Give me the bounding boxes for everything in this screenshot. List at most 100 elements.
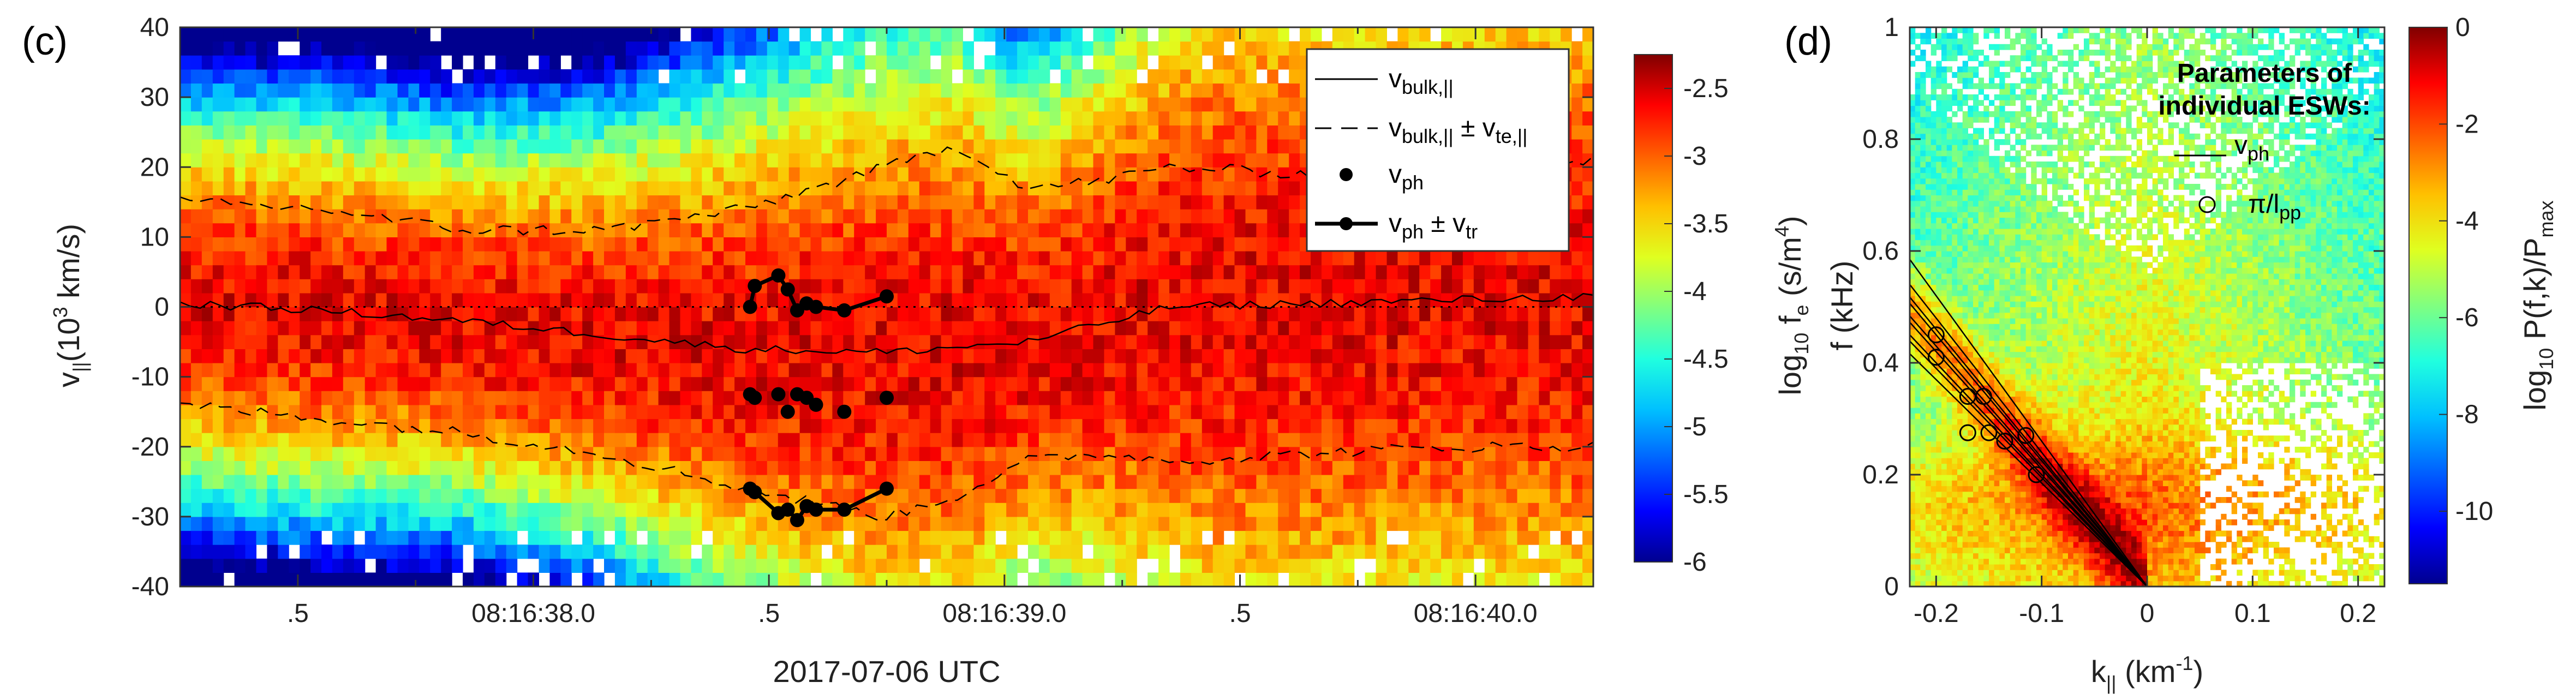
heatmap-cell [724,251,735,266]
heatmap-cell [604,545,615,559]
heatmap-cell [223,321,235,336]
heatmap-cell [397,97,409,112]
heatmap-cell [1386,572,1398,587]
heatmap-cell [354,349,366,363]
heatmap-cell [1071,279,1083,294]
heatmap-cell [952,349,963,363]
heatmap-cell [1267,530,1278,545]
heatmap-cell [332,545,344,559]
heatmap-cell [267,307,278,321]
heatmap-cell [1473,545,1485,559]
heatmap-cell [788,334,800,349]
heatmap-cell [1256,292,1268,308]
heatmap-cell [1071,572,1083,587]
heatmap-cell [397,460,409,475]
heatmap-cell [375,545,387,559]
heatmap-cell [1430,530,1442,545]
heatmap-cell [1267,446,1278,461]
heatmap-cell [223,545,235,559]
heatmap-cell [1006,460,1018,475]
heatmap-cell [897,558,909,573]
heatmap-cell [1539,418,1550,433]
heatmap-cell [1321,558,1333,573]
heatmap-cell [1137,181,1148,196]
heatmap-cell [788,153,800,167]
heatmap-cell [397,279,409,294]
heatmap-cell [364,181,376,196]
heatmap-cell [1137,27,1148,42]
heatmap-cell [364,572,376,587]
heatmap-cell [1452,460,1463,475]
heatmap-cell [876,41,887,56]
heatmap-cell [1191,460,1203,475]
heatmap-cell [408,321,420,336]
heatmap-cell [995,516,1007,531]
heatmap-cell [1147,349,1159,363]
heatmap-cell [1049,139,1061,154]
heatmap-cell [234,55,246,70]
heatmap-cell [1104,223,1115,237]
heatmap-cell [354,545,366,559]
heatmap-cell [332,279,344,294]
heatmap-cell [908,363,920,378]
heatmap-cell [1082,446,1094,461]
heatmap-cell [1028,446,1039,461]
heatmap-cell [408,307,420,321]
heatmap-cell [854,195,865,210]
heatmap-cell [788,223,800,237]
heatmap-cell [245,363,256,378]
heatmap-cell [593,516,605,531]
heatmap-cell [593,376,605,391]
heatmap-cell [484,125,496,140]
heatmap-cell [549,433,561,447]
heatmap-cell [756,209,768,224]
heatmap-cell [1158,209,1170,224]
heatmap-cell [984,558,996,573]
heatmap-cell [267,433,278,447]
heatmap-cell [854,139,865,154]
heatmap-cell [549,488,561,503]
heatmap-cell [636,391,648,405]
heatmap-cell [930,265,942,279]
heatmap-cell [408,181,420,196]
heatmap-cell [614,545,626,559]
heatmap-cell [452,195,463,210]
heatmap-cell [767,558,779,573]
heatmap-cell [832,83,844,98]
heatmap-cell [658,475,670,489]
heatmap-cell [495,558,507,573]
heatmap-cell [821,363,833,378]
heatmap-cell [821,460,833,475]
heatmap-cell [941,223,953,237]
heatmap-cell [865,167,876,182]
heatmap-cell [289,223,300,237]
heatmap-cell [1289,530,1300,545]
heatmap-cell [604,334,615,349]
heatmap-cell [995,83,1007,98]
heatmap-cell [734,111,746,125]
heatmap-cell [1386,265,1398,279]
heatmap-cell [1473,321,1485,336]
heatmap-cell [843,139,854,154]
heatmap-cell [201,376,213,391]
heatmap-cell [713,167,724,182]
heatmap-cell [788,139,800,154]
heatmap-cell [908,488,920,503]
heatmap-cell [658,433,670,447]
heatmap-cell [1158,349,1170,363]
heatmap-cell [364,237,376,252]
heatmap-cell [887,111,898,125]
heatmap-cell [636,27,648,42]
heatmap-cell [756,195,768,210]
heatmap-cell [593,223,605,237]
heatmap-cell [1289,181,1300,196]
heatmap-cell [201,558,213,573]
heatmap-cell [1517,321,1528,336]
heatmap-cell [1473,460,1485,475]
heatmap-cell [799,209,811,224]
heatmap-cell [876,530,887,545]
heatmap-cell [669,446,680,461]
heatmap-cell [832,418,844,433]
heatmap-cell [810,125,822,140]
heatmap-cell [658,558,670,573]
